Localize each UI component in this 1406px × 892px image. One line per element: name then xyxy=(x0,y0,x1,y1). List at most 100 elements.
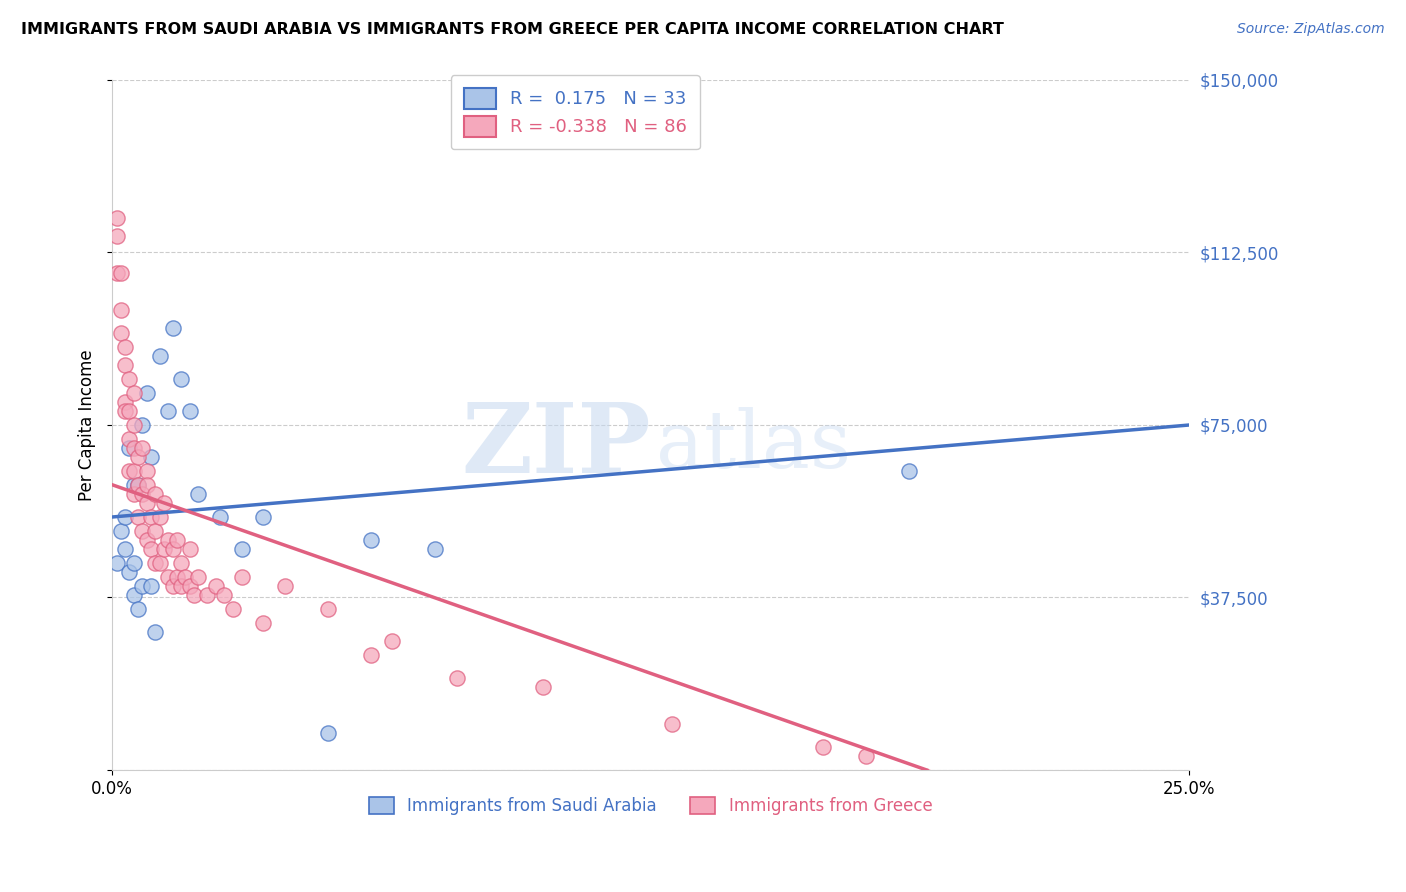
Point xyxy=(135,385,157,400)
Point xyxy=(127,450,149,465)
Point xyxy=(898,464,921,478)
Point xyxy=(1178,873,1201,888)
Point xyxy=(381,634,404,648)
Point xyxy=(157,404,180,418)
Point xyxy=(118,404,141,418)
Point xyxy=(143,524,166,538)
Point xyxy=(170,372,193,386)
Point xyxy=(118,372,141,386)
Point xyxy=(170,579,193,593)
Point xyxy=(208,510,231,524)
Point xyxy=(222,602,245,616)
Point xyxy=(252,510,274,524)
Point xyxy=(214,588,236,602)
Point xyxy=(162,542,184,557)
Point xyxy=(131,524,153,538)
Point xyxy=(135,533,157,547)
Point xyxy=(1178,882,1201,892)
Point xyxy=(122,487,145,501)
Point xyxy=(1178,846,1201,860)
Point xyxy=(1170,827,1192,841)
Point xyxy=(143,625,166,640)
Point xyxy=(139,510,162,524)
Point xyxy=(1135,818,1157,832)
Point xyxy=(316,602,339,616)
Point xyxy=(187,570,209,584)
Point xyxy=(139,542,162,557)
Point xyxy=(110,524,132,538)
Point xyxy=(122,556,145,570)
Point xyxy=(360,533,382,547)
Point xyxy=(446,671,468,685)
Point xyxy=(105,211,128,225)
Point xyxy=(153,496,176,510)
Point xyxy=(114,358,136,372)
Point xyxy=(118,441,141,455)
Point xyxy=(179,579,201,593)
Point xyxy=(118,565,141,579)
Legend: Immigrants from Saudi Arabia, Immigrants from Greece: Immigrants from Saudi Arabia, Immigrants… xyxy=(361,789,941,824)
Point xyxy=(149,349,172,363)
Point xyxy=(139,579,162,593)
Point xyxy=(122,477,145,491)
Point xyxy=(114,404,136,418)
Point xyxy=(122,417,145,432)
Point xyxy=(661,717,683,731)
Point xyxy=(127,602,149,616)
Point xyxy=(122,464,145,478)
Point xyxy=(231,570,253,584)
Y-axis label: Per Capita Income: Per Capita Income xyxy=(79,349,96,500)
Point xyxy=(170,556,193,570)
Point xyxy=(855,749,877,764)
Point xyxy=(166,570,188,584)
Point xyxy=(122,385,145,400)
Point xyxy=(174,570,197,584)
Point xyxy=(105,266,128,280)
Point xyxy=(811,739,834,754)
Point xyxy=(1178,837,1201,851)
Point xyxy=(162,321,184,335)
Point xyxy=(114,395,136,409)
Point xyxy=(531,680,554,694)
Point xyxy=(157,570,180,584)
Point xyxy=(425,542,447,557)
Point xyxy=(157,533,180,547)
Point xyxy=(114,542,136,557)
Point xyxy=(131,417,153,432)
Point xyxy=(135,477,157,491)
Point xyxy=(195,588,218,602)
Point xyxy=(105,229,128,244)
Point xyxy=(153,542,176,557)
Point xyxy=(273,579,295,593)
Point xyxy=(110,303,132,318)
Point xyxy=(135,464,157,478)
Text: ZIP: ZIP xyxy=(461,399,651,492)
Point xyxy=(105,556,128,570)
Point xyxy=(110,326,132,340)
Point xyxy=(183,588,205,602)
Point xyxy=(110,266,132,280)
Text: atlas: atlas xyxy=(657,407,852,484)
Point xyxy=(143,487,166,501)
Point xyxy=(316,726,339,740)
Point xyxy=(131,579,153,593)
Point xyxy=(187,487,209,501)
Point xyxy=(179,404,201,418)
Point xyxy=(252,615,274,630)
Text: IMMIGRANTS FROM SAUDI ARABIA VS IMMIGRANTS FROM GREECE PER CAPITA INCOME CORRELA: IMMIGRANTS FROM SAUDI ARABIA VS IMMIGRAN… xyxy=(21,22,1004,37)
Point xyxy=(1178,855,1201,869)
Point xyxy=(122,441,145,455)
Point xyxy=(114,510,136,524)
Point xyxy=(118,432,141,446)
Point xyxy=(149,556,172,570)
Text: Source: ZipAtlas.com: Source: ZipAtlas.com xyxy=(1237,22,1385,37)
Point xyxy=(162,579,184,593)
Point xyxy=(1178,864,1201,879)
Point xyxy=(1049,799,1071,814)
Point xyxy=(149,510,172,524)
Point xyxy=(127,510,149,524)
Point xyxy=(131,441,153,455)
Point xyxy=(179,542,201,557)
Point xyxy=(118,464,141,478)
Point xyxy=(360,648,382,662)
